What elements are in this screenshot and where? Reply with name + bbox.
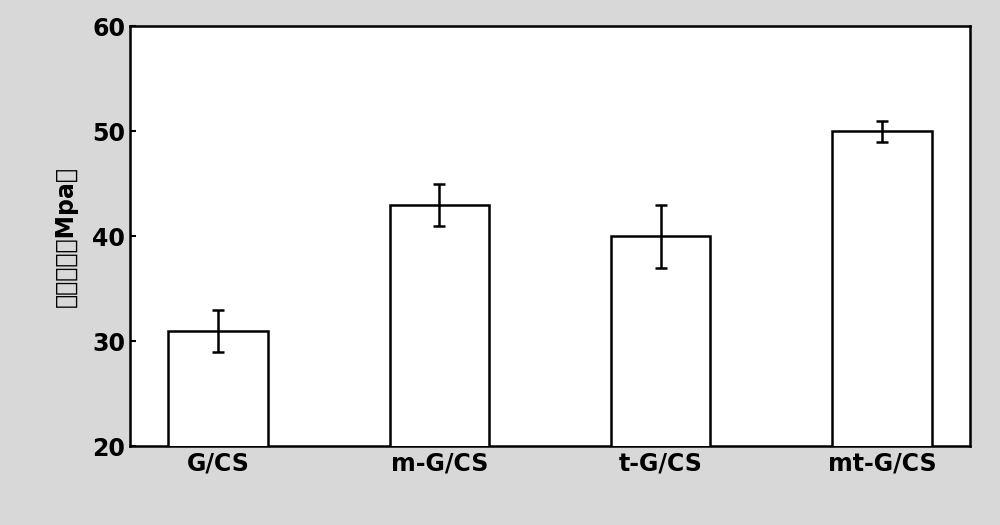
Bar <box>611 236 710 525</box>
Y-axis label: 拉伸强度（Mpa）: 拉伸强度（Mpa） <box>54 166 78 307</box>
Bar <box>168 331 268 525</box>
Bar <box>832 131 932 525</box>
Bar <box>390 205 489 525</box>
